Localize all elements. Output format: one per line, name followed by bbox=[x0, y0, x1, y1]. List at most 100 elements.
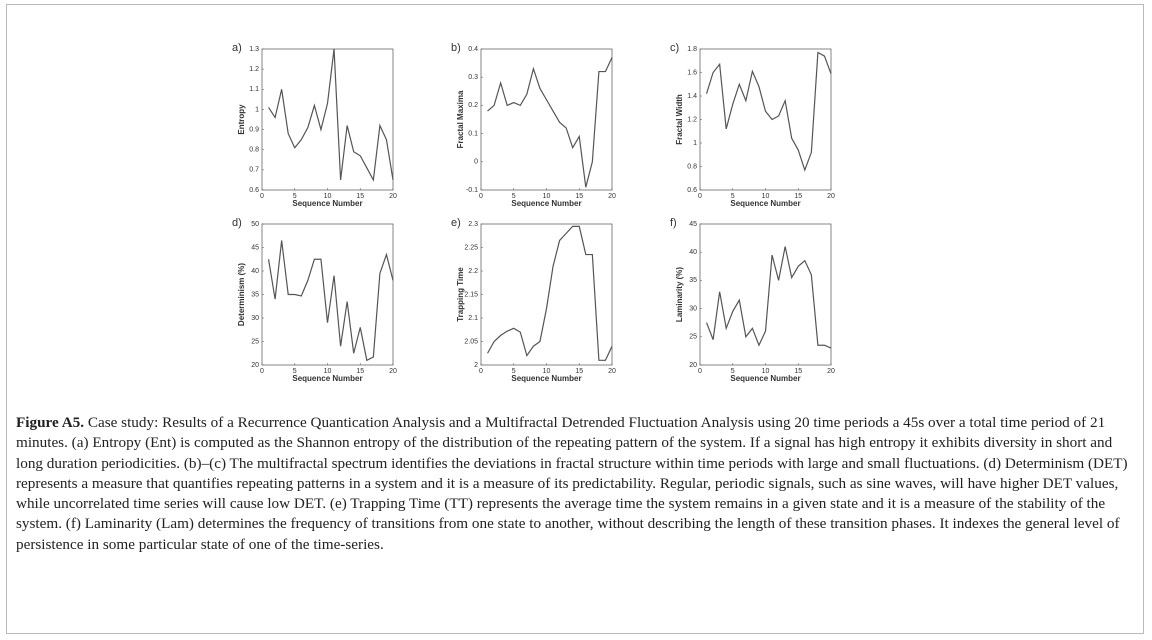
y-axis-label: Entropy bbox=[237, 104, 246, 135]
y-tick-label: 30 bbox=[689, 305, 697, 312]
x-axis-label: Sequence Number bbox=[511, 199, 581, 208]
y-tick-label: 0.6 bbox=[687, 187, 697, 194]
data-line bbox=[705, 51, 832, 172]
x-tick-label: 5 bbox=[731, 193, 735, 200]
x-axis-label: Sequence Number bbox=[730, 374, 800, 383]
y-tick-label: 1.2 bbox=[249, 66, 259, 73]
x-tick-label: 10 bbox=[324, 368, 332, 375]
data-line bbox=[487, 57, 613, 188]
figure-frame bbox=[6, 4, 1144, 634]
y-axis-label: Fractal Width bbox=[675, 94, 684, 145]
plot-area bbox=[699, 48, 832, 191]
x-tick-label: 15 bbox=[575, 368, 583, 375]
y-tick-label: 2 bbox=[474, 362, 478, 369]
panel-label: a) bbox=[232, 42, 242, 54]
y-tick-label: 1.3 bbox=[249, 46, 259, 53]
x-tick-label: 15 bbox=[794, 193, 802, 200]
panel-label: f) bbox=[670, 217, 677, 229]
x-tick-label: 0 bbox=[479, 368, 483, 375]
y-tick-label: 2.05 bbox=[464, 338, 478, 345]
x-tick-label: 15 bbox=[575, 193, 583, 200]
caption-label: Figure A5. bbox=[16, 414, 85, 431]
y-tick-label: 0.2 bbox=[468, 102, 478, 109]
panel-label: c) bbox=[670, 42, 679, 54]
y-tick-label: 1.8 bbox=[687, 46, 697, 53]
plot-area bbox=[261, 223, 394, 366]
panel-label: d) bbox=[232, 217, 242, 229]
x-axis-label: Sequence Number bbox=[730, 199, 800, 208]
x-tick-label: 20 bbox=[827, 193, 835, 200]
x-tick-label: 0 bbox=[698, 193, 702, 200]
x-tick-label: 10 bbox=[324, 193, 332, 200]
x-axis-label: Sequence Number bbox=[511, 374, 581, 383]
y-tick-label: 2.15 bbox=[464, 291, 478, 298]
y-tick-label: 2.25 bbox=[464, 244, 478, 251]
x-tick-label: 20 bbox=[389, 368, 397, 375]
y-tick-label: 35 bbox=[689, 277, 697, 284]
y-tick-label: 0.8 bbox=[249, 147, 259, 154]
panel-label: e) bbox=[451, 217, 461, 229]
y-axis-label: Fractal Maxima bbox=[456, 90, 465, 148]
x-tick-label: 20 bbox=[827, 368, 835, 375]
x-tick-label: 20 bbox=[389, 193, 397, 200]
panel-label: b) bbox=[451, 42, 461, 54]
y-tick-label: 0.8 bbox=[687, 163, 697, 170]
data-line bbox=[487, 225, 613, 361]
x-tick-label: 15 bbox=[356, 368, 364, 375]
y-tick-label: 0.7 bbox=[249, 167, 259, 174]
x-axis-label: Sequence Number bbox=[292, 199, 362, 208]
y-tick-label: 2.2 bbox=[468, 268, 478, 275]
plot-area bbox=[480, 223, 613, 366]
y-tick-label: 0 bbox=[474, 159, 478, 166]
x-tick-label: 5 bbox=[293, 368, 297, 375]
y-tick-label: 45 bbox=[689, 221, 697, 228]
y-tick-label: 1.2 bbox=[687, 116, 697, 123]
x-tick-label: 10 bbox=[543, 193, 551, 200]
x-tick-label: 5 bbox=[512, 193, 516, 200]
x-axis-label: Sequence Number bbox=[292, 374, 362, 383]
y-axis-label: Laminarity (%) bbox=[675, 267, 684, 322]
y-tick-label: 50 bbox=[251, 221, 259, 228]
y-tick-label: 20 bbox=[689, 362, 697, 369]
caption-text: Case study: Results of a Recurrence Quan… bbox=[16, 414, 1128, 553]
y-tick-label: 2.3 bbox=[468, 221, 478, 228]
x-tick-label: 10 bbox=[762, 368, 770, 375]
y-axis-label: Determinism (%) bbox=[237, 263, 246, 326]
y-tick-label: 25 bbox=[251, 338, 259, 345]
x-tick-label: 5 bbox=[512, 368, 516, 375]
data-line bbox=[268, 48, 394, 182]
data-line bbox=[705, 246, 832, 349]
y-tick-label: 0.6 bbox=[249, 187, 259, 194]
y-tick-label: 0.3 bbox=[468, 74, 478, 81]
y-tick-label: 0.1 bbox=[468, 130, 478, 137]
y-tick-label: 1.1 bbox=[249, 86, 259, 93]
y-tick-label: 0.4 bbox=[468, 46, 478, 53]
x-tick-label: 15 bbox=[794, 368, 802, 375]
plot-area bbox=[699, 223, 832, 366]
y-tick-label: 45 bbox=[251, 244, 259, 251]
y-tick-label: 30 bbox=[251, 315, 259, 322]
y-tick-label: 40 bbox=[689, 249, 697, 256]
y-tick-label: 1.4 bbox=[687, 93, 697, 100]
y-tick-label: 1 bbox=[255, 106, 259, 113]
y-tick-label: 40 bbox=[251, 268, 259, 275]
caption: Figure A5. Case study: Results of a Recu… bbox=[16, 413, 1140, 555]
x-tick-label: 20 bbox=[608, 193, 616, 200]
x-tick-label: 0 bbox=[260, 368, 264, 375]
x-tick-label: 0 bbox=[479, 193, 483, 200]
y-tick-label: 1.6 bbox=[687, 69, 697, 76]
y-tick-label: 35 bbox=[251, 291, 259, 298]
y-tick-label: -0.1 bbox=[466, 187, 478, 194]
x-tick-label: 0 bbox=[260, 193, 264, 200]
x-tick-label: 15 bbox=[356, 193, 364, 200]
x-tick-label: 5 bbox=[293, 193, 297, 200]
y-tick-label: 20 bbox=[251, 362, 259, 369]
x-tick-label: 10 bbox=[762, 193, 770, 200]
y-tick-label: 2.1 bbox=[468, 315, 478, 322]
y-tick-label: 25 bbox=[689, 334, 697, 341]
x-tick-label: 10 bbox=[543, 368, 551, 375]
plot-area bbox=[480, 48, 613, 191]
x-tick-label: 5 bbox=[731, 368, 735, 375]
